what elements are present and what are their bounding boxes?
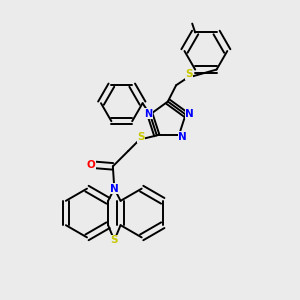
Text: N: N [145,109,153,118]
Text: S: S [111,236,118,245]
Text: O: O [86,160,95,170]
Text: N: N [178,132,187,142]
Text: N: N [110,184,119,194]
Text: S: S [137,132,145,142]
Text: S: S [185,69,193,79]
Text: N: N [185,109,194,118]
